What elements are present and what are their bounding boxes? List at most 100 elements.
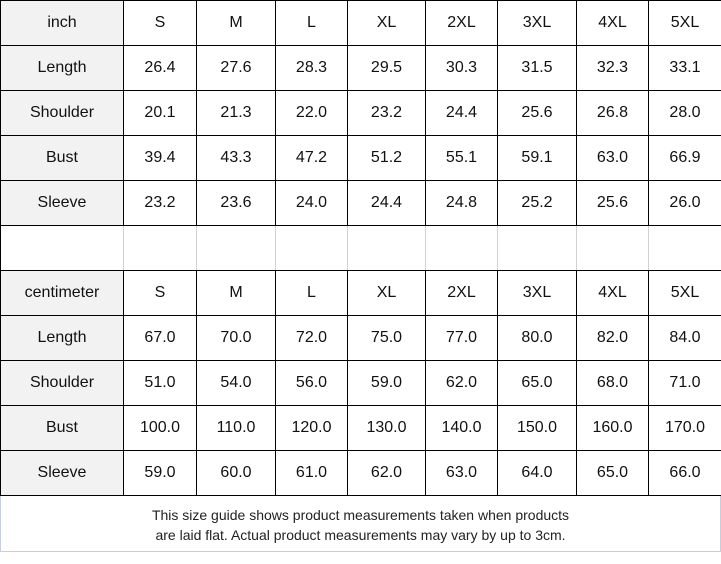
- empty-cell: [347, 225, 426, 271]
- measurement-value: 33.1: [648, 45, 721, 91]
- measurement-label: Shoulder: [0, 360, 124, 406]
- measurement-value: 63.0: [576, 135, 649, 181]
- measurement-value: 75.0: [347, 315, 426, 361]
- cm-header-row: centimeter S M L XL 2XL 3XL 4XL 5XL: [0, 270, 721, 316]
- size-header-s: S: [123, 0, 197, 46]
- size-header-3xl: 3XL: [497, 270, 577, 316]
- size-header-4xl: 4XL: [576, 0, 649, 46]
- measurement-value: 26.8: [576, 90, 649, 136]
- empty-cell: [648, 225, 721, 271]
- size-header-xl: XL: [347, 270, 426, 316]
- measurement-value: 28.3: [275, 45, 348, 91]
- measurement-value: 23.2: [347, 90, 426, 136]
- size-header-5xl: 5XL: [648, 0, 721, 46]
- measurement-value: 64.0: [497, 450, 577, 496]
- measurement-value: 71.0: [648, 360, 721, 406]
- measurement-value: 65.0: [576, 450, 649, 496]
- measurement-value: 24.8: [425, 180, 498, 226]
- measurement-value: 82.0: [576, 315, 649, 361]
- measurement-value: 56.0: [275, 360, 348, 406]
- cm-row-sleeve: Sleeve 59.0 60.0 61.0 62.0 63.0 64.0 65.0 66.0: [0, 450, 721, 496]
- measurement-value: 72.0: [275, 315, 348, 361]
- inch-row-bust: Bust 39.4 43.3 47.2 51.2 55.1 59.1 63.0 66.9: [0, 135, 721, 181]
- measurement-value: 68.0: [576, 360, 649, 406]
- measurement-value: 47.2: [275, 135, 348, 181]
- measurement-value: 62.0: [347, 450, 426, 496]
- measurement-value: 26.0: [648, 180, 721, 226]
- measurement-label: Length: [0, 315, 124, 361]
- size-header-m: M: [196, 270, 276, 316]
- measurement-value: 24.4: [425, 90, 498, 136]
- spacer-row: [0, 225, 721, 271]
- measurement-value: 59.0: [123, 450, 197, 496]
- measurement-value: 70.0: [196, 315, 276, 361]
- inch-row-length: Length 26.4 27.6 28.3 29.5 30.3 31.5 32.3 33.1: [0, 45, 721, 91]
- measurement-value: 170.0: [648, 405, 721, 451]
- measurement-value: 55.1: [425, 135, 498, 181]
- empty-cell: [425, 225, 498, 271]
- measurement-value: 24.0: [275, 180, 348, 226]
- measurement-value: 25.6: [576, 180, 649, 226]
- measurement-value: 66.9: [648, 135, 721, 181]
- measurement-value: 30.3: [425, 45, 498, 91]
- measurement-value: 29.5: [347, 45, 426, 91]
- inch-unit-label: inch: [0, 0, 124, 46]
- measurement-label: Bust: [0, 405, 124, 451]
- measurement-value: 31.5: [497, 45, 577, 91]
- measurement-value: 100.0: [123, 405, 197, 451]
- measurement-value: 43.3: [196, 135, 276, 181]
- measurement-value: 110.0: [196, 405, 276, 451]
- measurement-value: 21.3: [196, 90, 276, 136]
- measurement-value: 140.0: [425, 405, 498, 451]
- size-header-5xl: 5XL: [648, 270, 721, 316]
- measurement-value: 59.1: [497, 135, 577, 181]
- empty-cell: [497, 225, 577, 271]
- measurement-value: 25.6: [497, 90, 577, 136]
- size-header-s: S: [123, 270, 197, 316]
- measurement-value: 39.4: [123, 135, 197, 181]
- size-guide-note: This size guide shows product measuremen…: [0, 496, 721, 552]
- measurement-value: 23.6: [196, 180, 276, 226]
- measurement-value: 65.0: [497, 360, 577, 406]
- size-header-4xl: 4XL: [576, 270, 649, 316]
- measurement-value: 54.0: [196, 360, 276, 406]
- measurement-value: 26.4: [123, 45, 197, 91]
- cm-row-bust: Bust 100.0 110.0 120.0 130.0 140.0 150.0 160.0 1…: [0, 405, 721, 451]
- measurement-value: 27.6: [196, 45, 276, 91]
- measurement-value: 28.0: [648, 90, 721, 136]
- empty-cell: [576, 225, 649, 271]
- measurement-value: 150.0: [497, 405, 577, 451]
- inch-header-row: inch S M L XL 2XL 3XL 4XL 5XL: [0, 0, 721, 46]
- measurement-value: 25.2: [497, 180, 577, 226]
- measurement-value: 67.0: [123, 315, 197, 361]
- measurement-value: 61.0: [275, 450, 348, 496]
- measurement-value: 20.1: [123, 90, 197, 136]
- empty-cell: [0, 225, 124, 271]
- note-line-1: This size guide shows product measuremen…: [151, 507, 570, 523]
- measurement-value: 51.2: [347, 135, 426, 181]
- measurement-value: 62.0: [425, 360, 498, 406]
- inch-row-shoulder: Shoulder 20.1 21.3 22.0 23.2 24.4 25.6 26.8 28.0: [0, 90, 721, 136]
- measurement-label: Bust: [0, 135, 124, 181]
- measurement-label: Sleeve: [0, 180, 124, 226]
- cm-row-length: Length 67.0 70.0 72.0 75.0 77.0 80.0 82.0 84.0: [0, 315, 721, 361]
- measurement-value: 51.0: [123, 360, 197, 406]
- cm-unit-label: centimeter: [0, 270, 124, 316]
- empty-cell: [123, 225, 197, 271]
- size-header-m: M: [196, 0, 276, 46]
- size-header-2xl: 2XL: [425, 0, 498, 46]
- measurement-value: 22.0: [275, 90, 348, 136]
- size-header-xl: XL: [347, 0, 426, 46]
- note-line-2: are laid flat. Actual product measuremen…: [155, 527, 566, 543]
- inch-row-sleeve: Sleeve 23.2 23.6 24.0 24.4 24.8 25.2 25.6 26.0: [0, 180, 721, 226]
- empty-cell: [275, 225, 348, 271]
- measurement-value: 59.0: [347, 360, 426, 406]
- measurement-value: 160.0: [576, 405, 649, 451]
- cm-row-shoulder: Shoulder 51.0 54.0 56.0 59.0 62.0 65.0 68.0 71.0: [0, 360, 721, 406]
- size-header-3xl: 3XL: [497, 0, 577, 46]
- empty-cell: [196, 225, 276, 271]
- measurement-value: 80.0: [497, 315, 577, 361]
- measurement-value: 63.0: [425, 450, 498, 496]
- size-header-2xl: 2XL: [425, 270, 498, 316]
- size-chart-table: inch S M L XL 2XL 3XL 4XL 5XL Length 26.4 27.6 28.3 2…: [0, 0, 721, 496]
